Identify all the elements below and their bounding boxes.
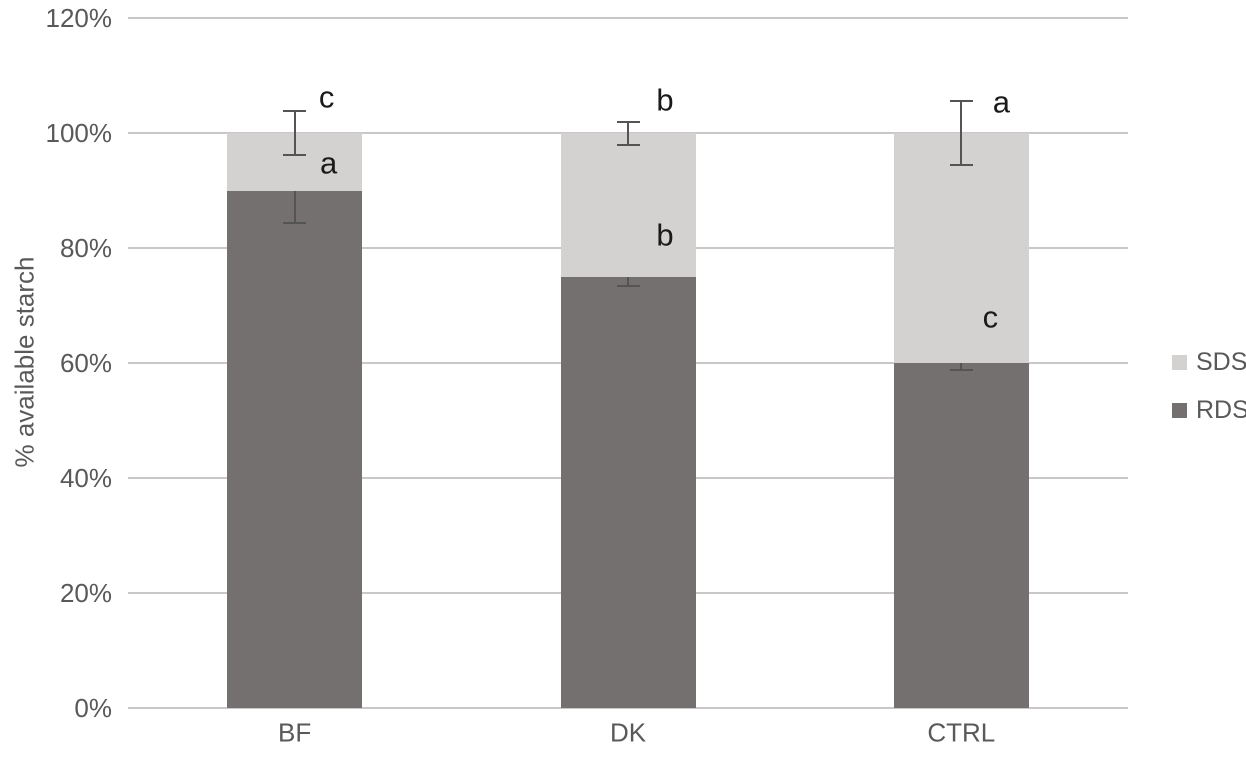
- error-bar-cap-bottom: [283, 222, 307, 225]
- annotation-letter-ctrl-4: a: [992, 84, 1010, 120]
- y-tick-label-0: 0%: [74, 693, 112, 723]
- bar-segment-sds-dk: [560, 133, 696, 277]
- x-category-label-dk: DK: [609, 717, 647, 748]
- error-bar-sds-ctrl: [960, 101, 963, 165]
- y-tick-label-100: 100%: [45, 118, 113, 148]
- legend-swatch-sds-icon: [1172, 354, 1187, 370]
- error-bar-sds-dk: [627, 121, 629, 145]
- x-category-label-bf: BF: [278, 717, 312, 748]
- bar-segment-rds-ctrl: [893, 363, 1029, 708]
- x-category-label-ctrl: CTRL: [927, 717, 996, 748]
- error-bar-cap-bottom: [283, 153, 307, 156]
- annotation-letter-bf-0: c: [318, 79, 335, 115]
- error-bar-cap-top: [616, 120, 640, 123]
- error-bar-cap-bottom: [949, 163, 973, 166]
- bar-segment-rds-bf: [227, 190, 363, 708]
- y-tick-label-80: 80%: [59, 233, 112, 263]
- annotation-letter-dk-2: b: [656, 82, 674, 118]
- legend: SDS RDS: [1172, 347, 1246, 443]
- error-bar-cap-top: [949, 100, 973, 103]
- error-bar-cap-bottom: [616, 284, 640, 287]
- y-tick-label-40: 40%: [59, 463, 112, 493]
- error-bar-cap-bottom: [616, 143, 640, 146]
- legend-item-sds: SDS: [1172, 347, 1246, 377]
- annotation-letter-bf-1: a: [320, 145, 338, 181]
- gridline-120: [128, 17, 1128, 19]
- y-tick-label-60: 60%: [59, 348, 112, 378]
- y-tick-label-20: 20%: [59, 578, 112, 608]
- legend-item-rds: RDS: [1172, 395, 1246, 425]
- legend-swatch-rds-icon: [1172, 402, 1187, 418]
- error-bar-cap-bottom: [949, 369, 973, 372]
- y-axis-title: % available starch: [9, 256, 40, 468]
- error-bar-sds-bf: [293, 111, 296, 155]
- annotation-letter-ctrl-5: c: [982, 299, 999, 335]
- annotation-letter-dk-3: b: [656, 217, 674, 253]
- legend-label-rds: RDS: [1196, 396, 1246, 424]
- error-bar-cap-top: [283, 110, 307, 113]
- legend-label-sds: SDS: [1196, 348, 1246, 376]
- gridline-0: [128, 707, 1128, 709]
- y-tick-label-120: 120%: [45, 3, 113, 33]
- bar-segment-rds-dk: [560, 276, 696, 708]
- bar-segment-sds-ctrl: [893, 133, 1029, 363]
